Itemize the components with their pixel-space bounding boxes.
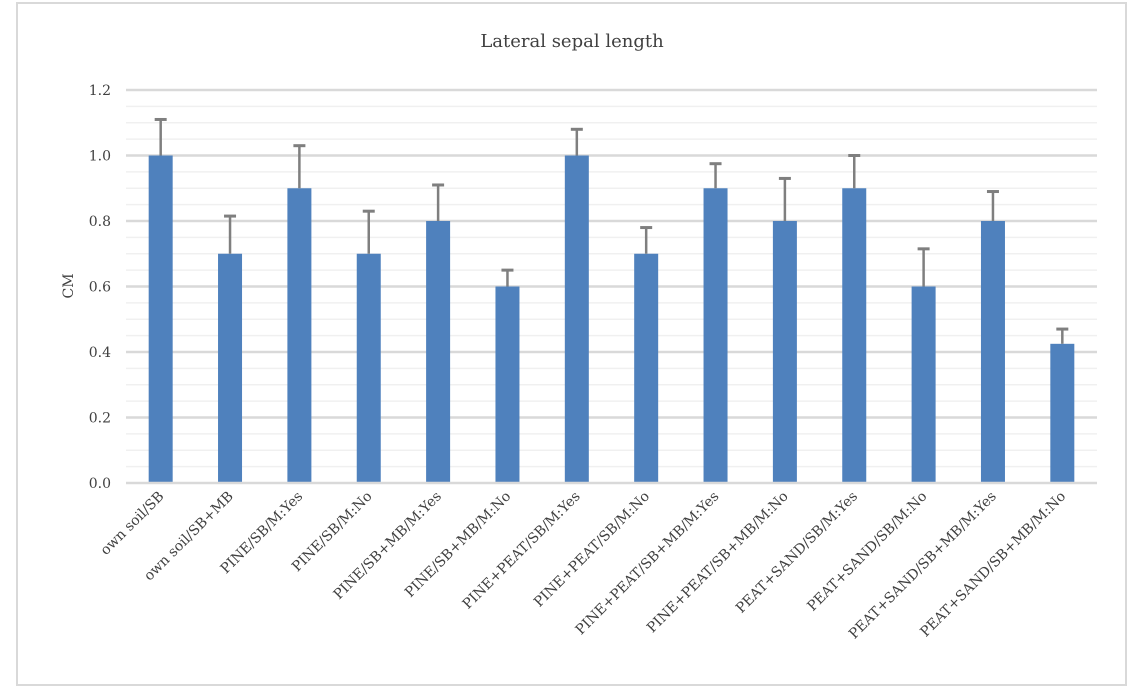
bar [148, 155, 173, 483]
chart-title: Lateral sepal length [480, 31, 664, 52]
bar [356, 253, 381, 483]
bar [495, 286, 520, 483]
bars [148, 155, 1075, 483]
y-tick-label: 0.2 [89, 411, 111, 427]
gridlines [126, 88, 1097, 468]
error-bars [154, 117, 1069, 344]
bar [634, 253, 659, 483]
y-tick-label: 0.6 [89, 280, 111, 296]
x-tick-label: PEAT+SAND/SB/M:No [804, 489, 930, 615]
bar [842, 188, 867, 483]
bar [218, 253, 243, 483]
y-tick-label: 0.4 [89, 345, 111, 361]
x-tick-label: PEAT+SAND/SB/M:Yes [733, 489, 861, 617]
bar [980, 221, 1005, 483]
x-tick-label: PINE+PEAT/SB+MB/M:Yes [573, 489, 723, 639]
y-tick-label: 0.0 [89, 476, 111, 492]
y-tick-label: 1.0 [89, 149, 111, 165]
bar [911, 286, 936, 483]
bar [772, 221, 797, 483]
y-tick-label: 0.8 [89, 214, 111, 230]
bar [1050, 343, 1075, 483]
x-tick-label: PEAT+SAND/SB+MB/M:Yes [846, 489, 1000, 643]
x-tick-label: own soil/SB [97, 489, 167, 559]
y-axis-ticks: 0.0 0.2 0.4 0.6 0.8 1.0 1.2 [89, 83, 111, 492]
bar [426, 221, 451, 483]
x-tick-label: PINE+PEAT/SB+MB/M:No [644, 489, 792, 637]
x-tick-label: PINE+PEAT/SB/M:Yes [460, 489, 584, 613]
x-tick-label: PEAT+SAND/SB+MB/M:No [917, 489, 1069, 641]
bar [564, 155, 589, 483]
bar [287, 188, 312, 483]
x-tick-label: PINE+PEAT/SB/M:No [531, 489, 653, 611]
y-tick-label: 1.2 [89, 83, 111, 99]
y-axis-label: CM [61, 273, 77, 298]
bar [703, 188, 728, 483]
